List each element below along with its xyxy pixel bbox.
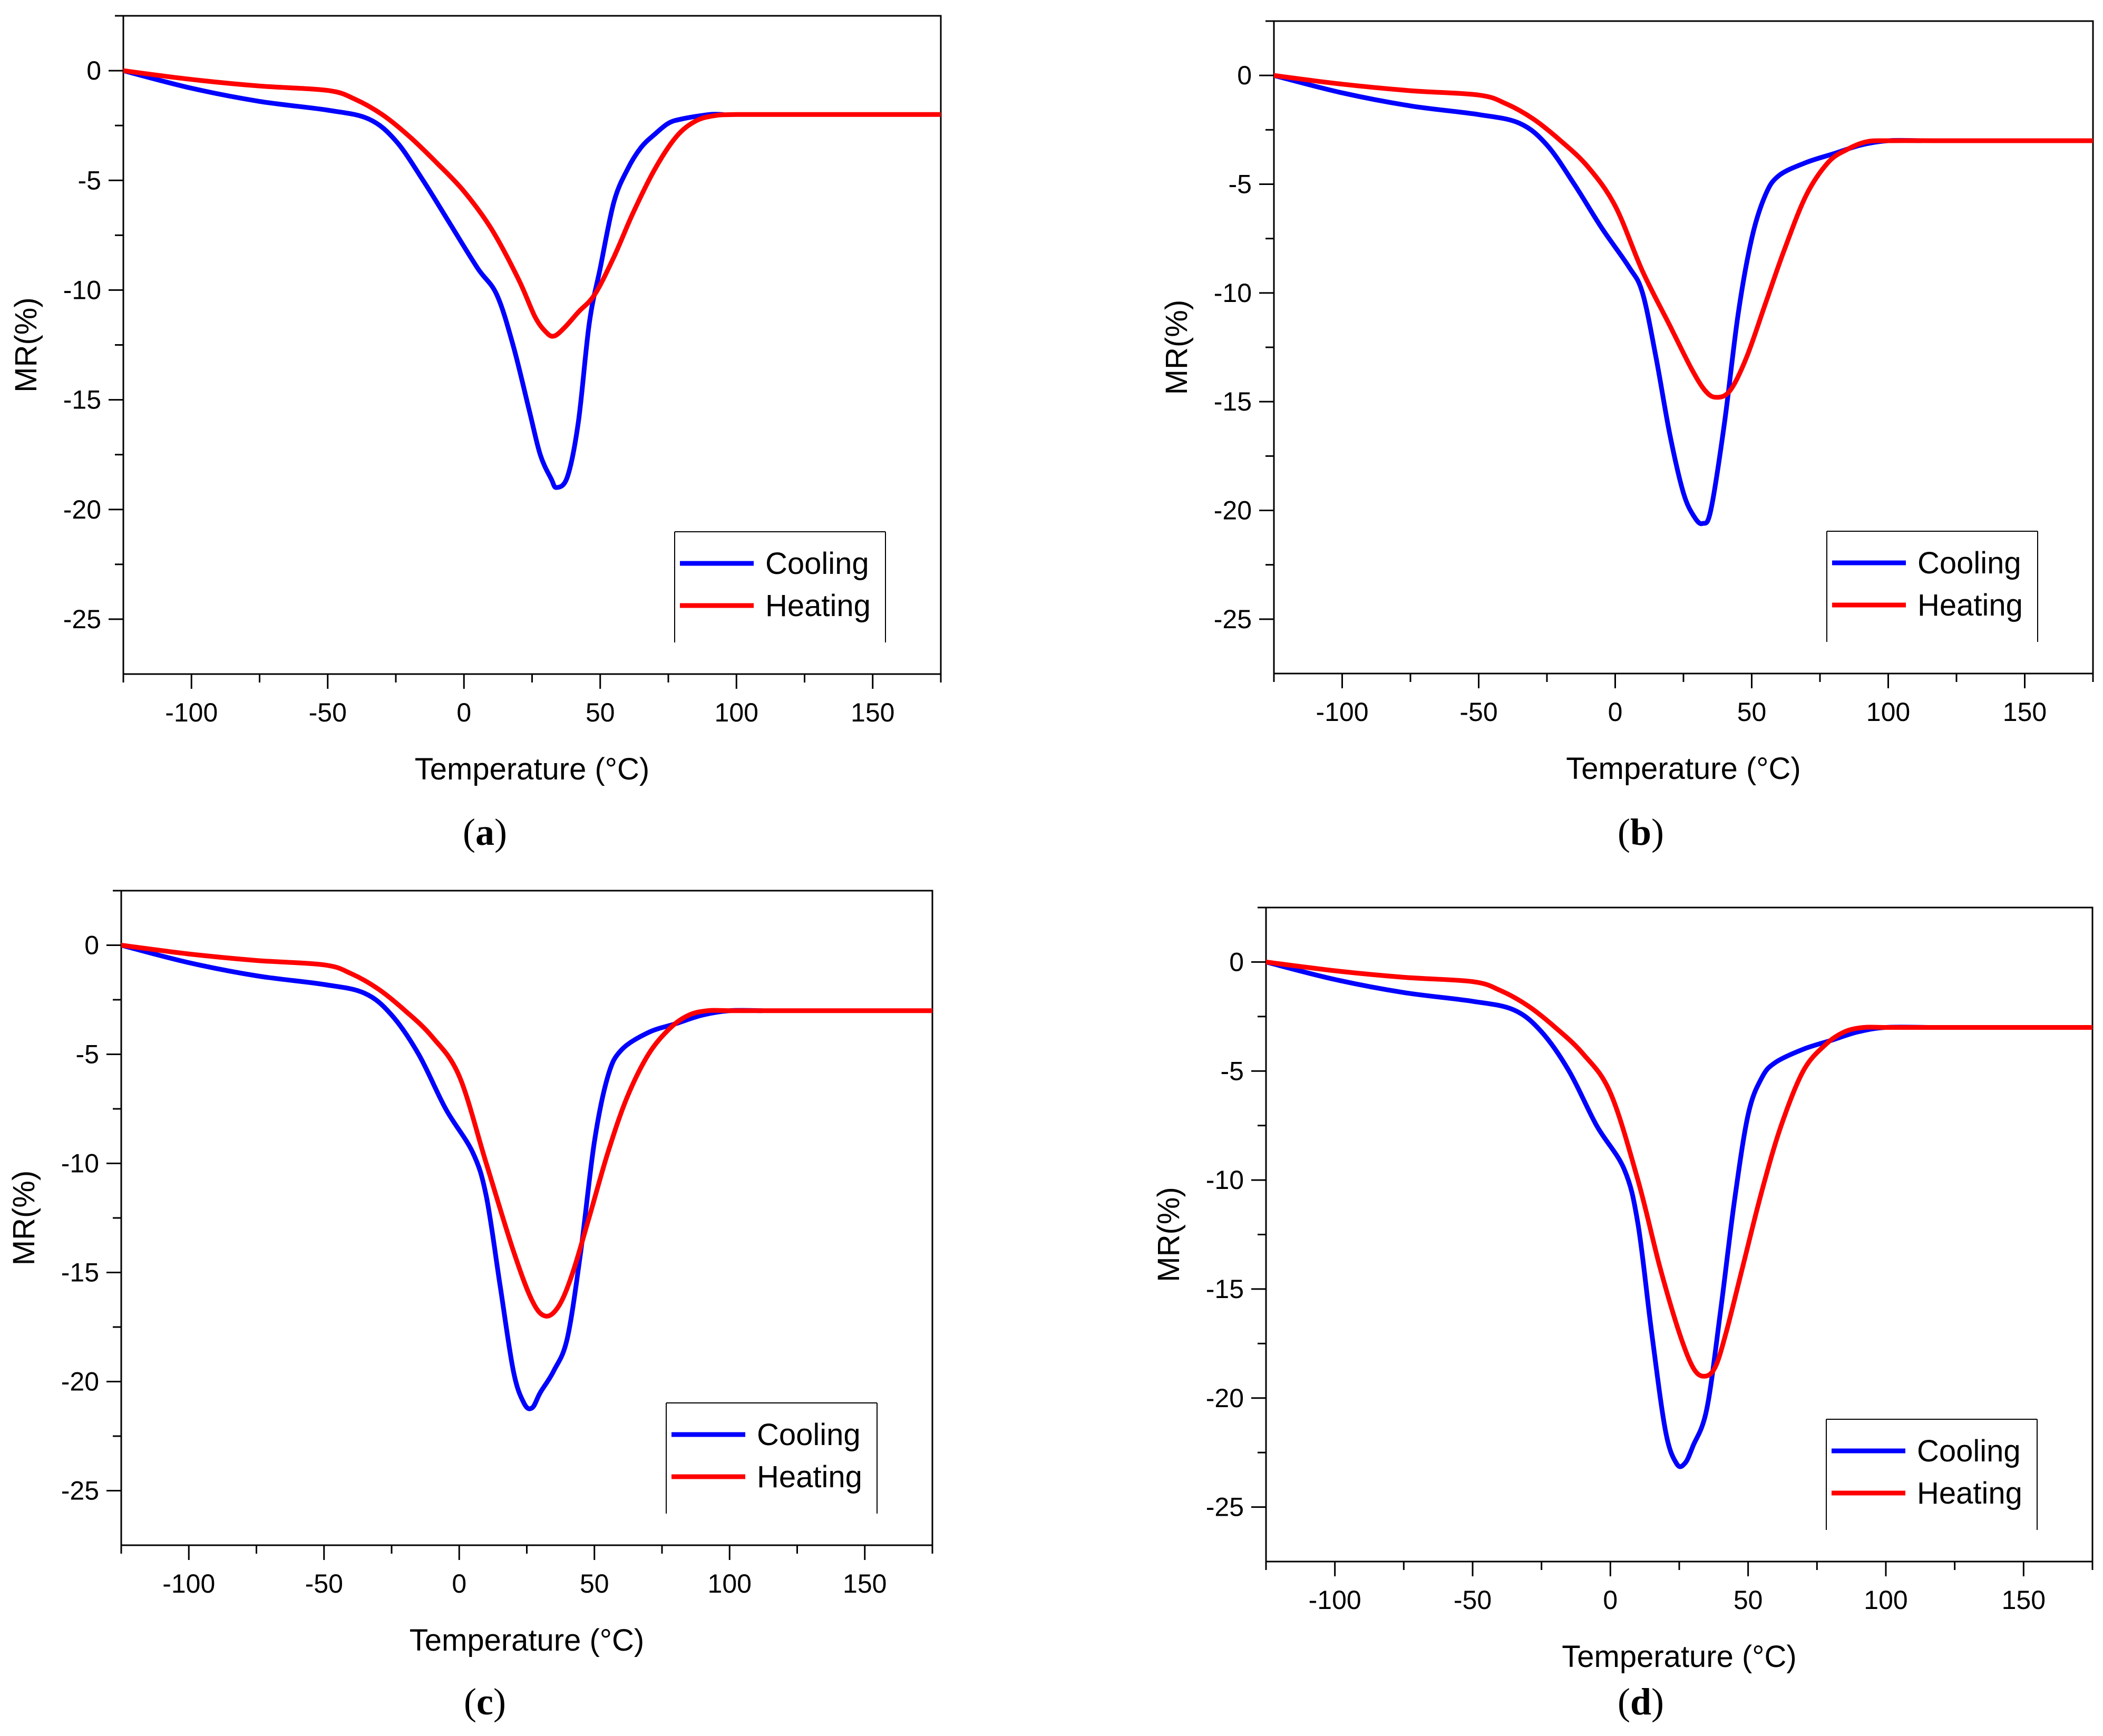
x-tick-label: 150 — [843, 1569, 887, 1598]
x-tick-label: -50 — [1454, 1585, 1492, 1615]
y-tick-label: -10 — [1206, 1165, 1244, 1195]
caption-close-paren: ) — [1651, 1681, 1664, 1723]
legend-label-cooling: Cooling — [765, 547, 869, 581]
x-tick-label: 0 — [452, 1569, 466, 1598]
y-tick-label: 0 — [84, 931, 99, 960]
y-tick-label: -5 — [1229, 170, 1252, 199]
y-tick-label: -15 — [63, 385, 101, 415]
caption-open-paren: ( — [1618, 811, 1630, 853]
x-tick-label: 100 — [1866, 697, 1910, 727]
series-line-heating — [1274, 73, 2093, 400]
x-tick-label: 50 — [586, 698, 615, 727]
y-tick-label: -10 — [61, 1149, 99, 1178]
y-tick-label: -25 — [1206, 1493, 1244, 1522]
caption-letter: d — [1630, 1681, 1651, 1723]
y-tick-label: -10 — [63, 275, 101, 305]
chart-panel-a: -100 -50 0 50 100 150 0 -5 -10 -15 -20 -25 Temperatu… — [9, 15, 942, 853]
x-tick-label: 50 — [580, 1569, 609, 1598]
y-tick-label: -25 — [63, 604, 101, 634]
y-tick-label: -20 — [1214, 496, 1252, 525]
y-tick-label: -5 — [1221, 1056, 1244, 1086]
panel-caption: (a) — [463, 811, 507, 853]
x-tick-label: -100 — [165, 698, 218, 727]
legend-label-heating: Heating — [765, 589, 871, 623]
y-tick-label: 0 — [86, 56, 101, 85]
y-tick-label: -20 — [63, 495, 101, 524]
caption-letter: a — [475, 811, 494, 853]
x-tick-label: 50 — [1737, 697, 1767, 727]
legend-label-heating: Heating — [1917, 588, 2023, 622]
legend-label-cooling: Cooling — [1917, 1434, 2021, 1468]
y-tick-label: -15 — [61, 1258, 99, 1288]
x-tick-label: 50 — [1734, 1585, 1763, 1615]
chart-panel-b: -100 -50 0 50 100 150 0 -5 -10 -15 -20 -25 Temperatu… — [1160, 20, 2094, 853]
x-axis-label: Temperature (°C) — [415, 752, 649, 786]
x-tick-label: 150 — [851, 698, 894, 727]
x-tick-label: 150 — [2003, 697, 2047, 727]
y-axis-label: MR(%) — [1160, 300, 1194, 395]
legend-label-cooling: Cooling — [1917, 546, 2021, 580]
x-tick-label: -100 — [1316, 697, 1368, 727]
y-tick-label: 0 — [1229, 947, 1244, 977]
series-line-cooling — [1266, 959, 1933, 1469]
series-line-heating — [121, 943, 932, 1319]
caption-close-paren: ) — [493, 1681, 506, 1723]
x-tick-label: 100 — [708, 1569, 752, 1598]
x-axis-label: Temperature (°C) — [410, 1623, 644, 1657]
series-line-cooling — [1274, 73, 1924, 526]
x-tick-label: -50 — [1459, 697, 1497, 727]
y-tick-label: -15 — [1206, 1274, 1244, 1304]
y-tick-label: 0 — [1237, 61, 1252, 90]
caption-open-paren: ( — [464, 1681, 476, 1723]
chart-panel-d: -100 -50 0 50 100 150 0 -5 -10 -15 -20 -25 Temperatu… — [1152, 906, 2094, 1723]
x-tick-label: 100 — [1864, 1585, 1907, 1615]
legend-label-heating: Heating — [1917, 1476, 2022, 1510]
caption-close-paren: ) — [494, 811, 507, 853]
x-axis-label: Temperature (°C) — [1566, 752, 1800, 786]
y-tick-label: -5 — [78, 165, 101, 195]
caption-close-paren: ) — [1651, 811, 1664, 853]
caption-open-paren: ( — [1618, 1681, 1630, 1723]
y-tick-label: -20 — [1206, 1383, 1244, 1413]
panel-caption: (b) — [1618, 811, 1664, 853]
x-axis-label: Temperature (°C) — [1562, 1640, 1796, 1674]
legend-label-heating: Heating — [757, 1460, 862, 1494]
x-tick-label: 0 — [1608, 697, 1623, 727]
panel-caption: (c) — [464, 1681, 506, 1723]
legend-label-cooling: Cooling — [757, 1418, 861, 1452]
series-line-heating — [1266, 959, 2092, 1379]
chart-panel-c: -100 -50 0 50 100 150 0 -5 -10 -15 -20 -25 Temperatu… — [7, 890, 933, 1723]
x-tick-label: 100 — [715, 698, 758, 727]
x-tick-label: 150 — [2002, 1585, 2046, 1615]
y-tick-label: -10 — [1214, 278, 1252, 308]
y-axis-label: MR(%) — [9, 297, 43, 392]
series-line-heating — [123, 68, 941, 339]
panel-caption: (d) — [1618, 1681, 1664, 1723]
x-tick-label: -100 — [162, 1569, 215, 1598]
y-axis-label: MR(%) — [1152, 1187, 1186, 1282]
caption-letter: b — [1630, 811, 1651, 853]
y-tick-label: -15 — [1214, 387, 1252, 416]
x-tick-label: 0 — [456, 698, 471, 727]
x-tick-label: 0 — [1603, 1585, 1618, 1615]
y-tick-label: -5 — [76, 1040, 99, 1069]
x-tick-label: -50 — [309, 698, 347, 727]
x-tick-label: -100 — [1309, 1585, 1361, 1615]
series-line-cooling — [121, 943, 765, 1411]
y-tick-label: -25 — [1214, 604, 1252, 634]
series-line-cooling — [123, 68, 725, 490]
y-tick-label: -20 — [61, 1367, 99, 1397]
y-tick-label: -25 — [61, 1476, 99, 1506]
x-tick-label: -50 — [305, 1569, 343, 1598]
caption-open-paren: ( — [463, 811, 475, 853]
y-axis-label: MR(%) — [7, 1171, 41, 1265]
caption-letter: c — [476, 1681, 493, 1723]
